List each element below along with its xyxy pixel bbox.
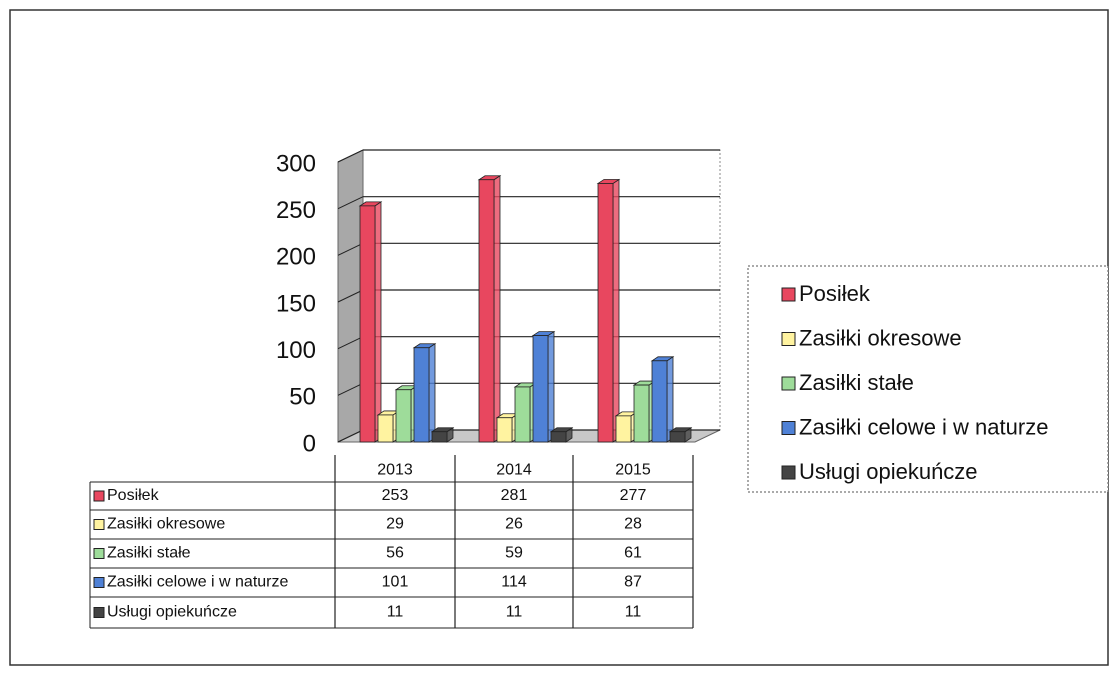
- bar-side: [612, 178, 620, 443]
- legend-key: [781, 465, 796, 480]
- table-value: 114: [501, 574, 527, 591]
- table-legend-key: [93, 607, 105, 618]
- bar: [496, 417, 513, 443]
- table-value: 61: [624, 545, 642, 562]
- x-tick-label: 2013: [377, 462, 413, 479]
- table-value: 29: [386, 516, 404, 533]
- y-tick-label: 50: [289, 384, 316, 411]
- grid-line-side: [337, 429, 364, 443]
- y-tick-label: 300: [276, 150, 316, 177]
- table-legend-key: [93, 490, 105, 502]
- table-value: 11: [506, 604, 523, 621]
- table-row-label: Zasiłki celowe i w naturze: [107, 574, 289, 591]
- grid-line-side: [337, 382, 364, 396]
- legend-label: Zasiłki okresowe: [799, 325, 962, 350]
- grid-line-side: [337, 242, 364, 256]
- y-tick-label: 150: [276, 290, 316, 317]
- legend-key: [781, 287, 796, 302]
- legend-label: Zasiłki celowe i w naturze: [799, 414, 1048, 439]
- legend-label: Zasiłki stałe: [799, 370, 914, 395]
- y-tick-label: 250: [276, 197, 316, 224]
- table-value: 56: [386, 545, 404, 562]
- bar-side: [493, 174, 501, 443]
- y-tick-label: 200: [276, 244, 316, 271]
- bar: [395, 389, 412, 443]
- x-tick-label: 2014: [496, 462, 532, 479]
- bar: [413, 347, 430, 443]
- bar: [669, 431, 686, 443]
- bar: [431, 431, 448, 443]
- bar: [633, 384, 650, 443]
- table-value: 59: [505, 545, 523, 562]
- table-legend-key: [93, 519, 105, 530]
- grid-line-side: [337, 336, 364, 350]
- y-tick-label: 100: [276, 337, 316, 364]
- table-value: 87: [624, 574, 642, 591]
- legend-label: Posiłek: [799, 281, 871, 306]
- table-legend-key: [93, 548, 105, 559]
- table-value: 101: [382, 574, 409, 591]
- legend-label: Usługi opiekuńcze: [799, 459, 978, 484]
- bar: [597, 183, 614, 443]
- grid-line-side: [337, 196, 364, 210]
- table-value: 253: [382, 487, 409, 504]
- y-tick-label: 0: [303, 430, 316, 457]
- legend-key: [781, 421, 796, 435]
- bar-side: [666, 356, 674, 443]
- table-row-label: Usługi opiekuńcze: [107, 604, 237, 621]
- grid-line-side: [337, 149, 364, 163]
- legend-key: [781, 332, 796, 346]
- bar: [359, 205, 376, 443]
- table-row-label: Posiłek: [107, 487, 160, 504]
- table-value: 11: [387, 604, 404, 621]
- legend-box: [747, 265, 1109, 493]
- bar: [550, 431, 567, 443]
- table-value: 277: [620, 487, 647, 504]
- table-value: 28: [624, 516, 642, 533]
- bar: [532, 335, 549, 443]
- grid-line-side: [337, 289, 364, 303]
- table-row-label: Zasiłki okresowe: [107, 516, 225, 533]
- table-row-label: Zasiłki stałe: [107, 545, 191, 562]
- bar: [651, 360, 668, 443]
- bar: [514, 386, 531, 443]
- table-legend-key: [93, 577, 105, 588]
- bar-side: [547, 330, 555, 443]
- table-value: 281: [501, 487, 528, 504]
- table-value: 26: [505, 516, 523, 533]
- bar: [478, 179, 495, 443]
- legend-key: [781, 376, 796, 391]
- bar-side: [428, 342, 436, 443]
- bar-side: [374, 201, 382, 443]
- table-value: 11: [625, 604, 642, 621]
- bar: [615, 415, 632, 443]
- bar: [377, 414, 394, 443]
- x-tick-label: 2015: [615, 462, 651, 479]
